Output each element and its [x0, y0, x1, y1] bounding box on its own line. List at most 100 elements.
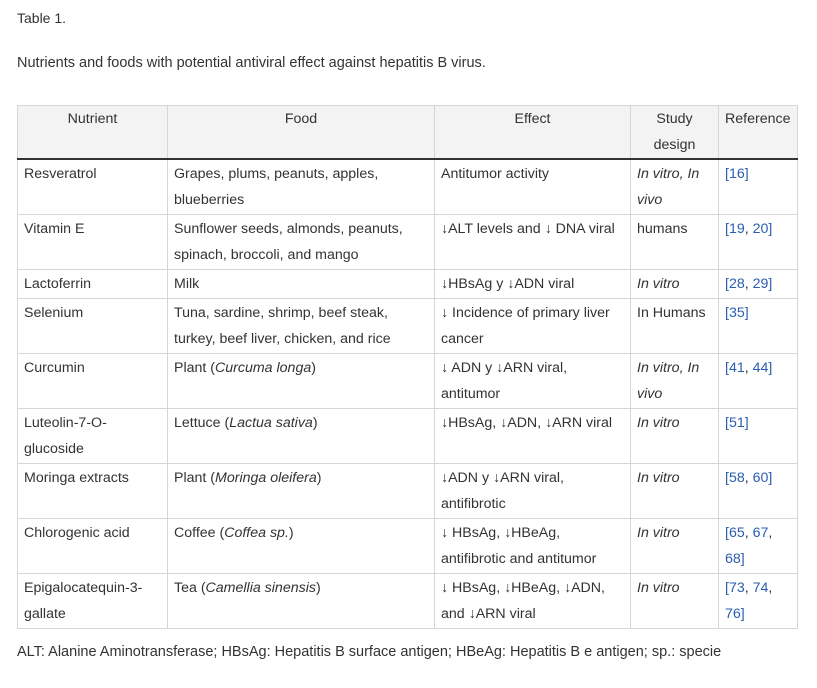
cell-study-design: In vitro, In vivo	[630, 158, 719, 215]
food-text: Plant (	[174, 470, 216, 486]
reference-link[interactable]: [	[725, 470, 729, 486]
food-text: Grapes, plums, peanuts, apples, blueberr…	[174, 166, 379, 208]
cell-reference: [19, 20]	[718, 214, 798, 270]
cell-study-design: In vitro, In vivo	[630, 353, 719, 409]
cell-nutrient: Selenium	[17, 298, 168, 354]
cell-nutrient: Luteolin-7-O-glucoside	[17, 408, 168, 464]
reference-link[interactable]: 29	[752, 276, 769, 292]
cell-food: Tea (Camellia sinensis)	[167, 573, 435, 629]
reference-link[interactable]: 73	[728, 580, 745, 596]
cell-study-design: In vitro	[630, 408, 719, 464]
reference-link[interactable]: 76	[725, 606, 741, 622]
reference-link[interactable]: 44	[752, 360, 769, 376]
reference-link[interactable]: 65	[728, 525, 745, 541]
study-design-text: In vitro	[637, 415, 680, 431]
cell-food: Sunflower seeds, almonds, peanuts, spina…	[167, 214, 435, 270]
cell-nutrient: Moringa extracts	[17, 463, 168, 519]
table-label: Table 1.	[17, 10, 67, 26]
nutrients-table: Nutrient Food Effect Study design Refere…	[17, 105, 798, 629]
cell-effect: ↓ HBsAg, ↓HBeAg, ↓ADN, and ↓ARN viral	[434, 573, 631, 629]
cell-nutrient: Lactoferrin	[17, 269, 168, 299]
reference-link[interactable]: 28	[728, 276, 745, 292]
reference-link[interactable]: ]	[768, 360, 773, 376]
study-design-text: In vitro	[637, 276, 680, 292]
reference-link[interactable]: [	[725, 525, 729, 541]
cell-reference: [73, 74, 76]	[718, 573, 798, 629]
reference-link[interactable]: ]	[768, 470, 773, 486]
cell-reference: [41, 44]	[718, 353, 798, 409]
table-header-row: Nutrient Food Effect Study design Refere…	[17, 105, 798, 160]
reference-link[interactable]: ]	[740, 606, 745, 622]
table-row: Luteolin-7-O-glucoside Lettuce (Lactua sa…	[17, 408, 798, 464]
reference-link[interactable]: 68	[725, 551, 741, 567]
food-text: Tea (	[174, 580, 206, 596]
food-text: Camellia sinensis	[205, 580, 316, 596]
reference-link[interactable]: [	[725, 360, 729, 376]
table-row: Moringa extracts Plant (Moringa oleifera)…	[17, 463, 798, 519]
cell-food: Plant (Curcuma longa)	[167, 353, 435, 409]
cell-reference: [28, 29]	[718, 269, 798, 299]
reference-link[interactable]: ]	[768, 221, 773, 237]
cell-reference: [35]	[718, 298, 798, 354]
cell-effect: ↓ADN y ↓ARN viral, antifibrotic	[434, 463, 631, 519]
table-container: Nutrient Food Effect Study design Refere…	[17, 105, 798, 629]
cell-reference: [58, 60]	[718, 463, 798, 519]
food-text: )	[315, 580, 321, 596]
reference-link[interactable]: 41	[728, 360, 745, 376]
reference-separator: ,	[744, 276, 753, 292]
cell-study-design: In vitro	[630, 518, 719, 574]
table-footnote: ALT: Alanine Aminotransferase; HBsAg: He…	[17, 644, 722, 660]
cell-study-design: In Humans	[630, 298, 719, 354]
table-row: Epigalocatequin-3-gallate Tea (Camellia s…	[17, 573, 798, 629]
cell-effect: ↓ ADN y ↓ARN viral, antitumor	[434, 353, 631, 409]
reference-link[interactable]: ]	[768, 276, 773, 292]
reference-separator: ,	[744, 580, 753, 596]
cell-effect: Antitumor activity	[434, 158, 631, 215]
reference-link[interactable]: 67	[752, 525, 769, 541]
food-text: )	[288, 525, 294, 541]
food-text: Lettuce (	[174, 415, 230, 431]
cell-food: Grapes, plums, peanuts, apples, blueberr…	[167, 158, 435, 215]
reference-link[interactable]: [51]	[725, 415, 749, 431]
cell-study-design: In vitro	[630, 269, 719, 299]
reference-link[interactable]: ]	[740, 551, 745, 567]
food-text: Coffee (	[174, 525, 225, 541]
table-body: Resveratrol Grapes, plums, peanuts, apple…	[17, 158, 798, 629]
reference-link[interactable]: [	[725, 276, 729, 292]
cell-food: Milk	[167, 269, 435, 299]
study-design-text: In vitro	[637, 470, 680, 486]
food-text: Sunflower seeds, almonds, peanuts, spina…	[174, 221, 403, 263]
cell-food: Coffee (Coffea sp.)	[167, 518, 435, 574]
reference-separator: ,	[744, 221, 753, 237]
reference-link[interactable]: 58	[728, 470, 745, 486]
reference-link[interactable]: 60	[752, 470, 769, 486]
table-row: Chlorogenic acid Coffee (Coffea sp.) ↓ HBs…	[17, 518, 798, 574]
reference-link[interactable]: [	[725, 580, 729, 596]
food-text: Tuna, sardine, shrimp, beef steak, turke…	[174, 305, 391, 347]
cell-effect: ↓ Incidence of primary liver cancer	[434, 298, 631, 354]
reference-separator: ,	[768, 525, 773, 541]
cell-effect: ↓ HBsAg, ↓HBeAg, antifibrotic and antitu…	[434, 518, 631, 574]
cell-nutrient: Epigalocatequin-3-gallate	[17, 573, 168, 629]
table-row: Selenium Tuna, sardine, shrimp, beef stea…	[17, 298, 798, 354]
reference-link[interactable]: 74	[752, 580, 769, 596]
food-text: Milk	[174, 276, 200, 292]
reference-link[interactable]: [16]	[725, 166, 749, 182]
cell-effect: ↓HBsAg y ↓ADN viral	[434, 269, 631, 299]
reference-separator: ,	[744, 470, 753, 486]
cell-effect: ↓HBsAg, ↓ADN, ↓ARN viral	[434, 408, 631, 464]
study-design-text: In vitro, In vivo	[637, 360, 700, 402]
reference-link[interactable]: 19	[728, 221, 745, 237]
cell-food: Tuna, sardine, shrimp, beef steak, turke…	[167, 298, 435, 354]
header-study-design: Study design	[630, 105, 719, 160]
study-design-text: humans	[637, 221, 688, 237]
reference-link[interactable]: [35]	[725, 305, 749, 321]
table-row: Vitamin E Sunflower seeds, almonds, peanu…	[17, 214, 798, 270]
reference-separator: ,	[744, 360, 753, 376]
reference-link[interactable]: [	[725, 221, 729, 237]
food-text: Plant (	[174, 360, 216, 376]
cell-nutrient: Vitamin E	[17, 214, 168, 270]
header-effect: Effect	[434, 105, 631, 160]
reference-link[interactable]: 20	[752, 221, 769, 237]
food-text: )	[312, 415, 318, 431]
